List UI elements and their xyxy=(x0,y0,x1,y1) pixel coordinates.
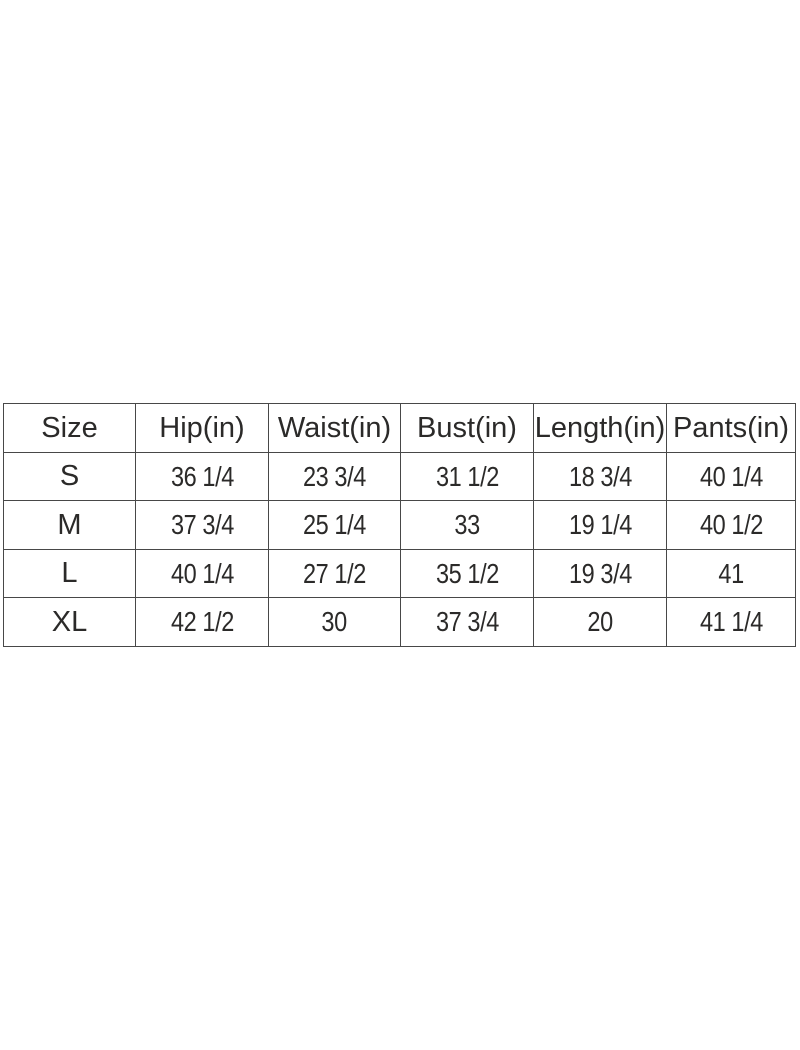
column-header-pants: Pants(in) xyxy=(666,403,796,453)
measurement-value: 30 xyxy=(321,606,348,637)
size-chart-table: Size Hip(in) Waist(in) Bust(in) Length(i… xyxy=(3,403,796,647)
measurement-cell: 31 1/2 xyxy=(400,452,534,501)
measurement-cell: 36 1/4 xyxy=(135,452,269,501)
measurement-cell: 37 3/4 xyxy=(135,500,269,550)
size-cell: L xyxy=(3,549,136,598)
column-header-waist: Waist(in) xyxy=(268,403,401,453)
measurement-value: 37 3/4 xyxy=(170,509,234,540)
measurement-value: 40 1/2 xyxy=(699,509,763,540)
column-header-length: Length(in) xyxy=(533,403,667,453)
measurement-cell: 20 xyxy=(533,597,667,647)
column-header-bust: Bust(in) xyxy=(400,403,534,453)
table-row-l: L 40 1/4 27 1/2 35 1/2 19 3/4 41 xyxy=(3,549,796,598)
measurement-cell: 27 1/2 xyxy=(268,549,401,598)
measurement-cell: 19 3/4 xyxy=(533,549,667,598)
measurement-value: 40 1/4 xyxy=(699,460,763,492)
measurement-cell: 18 3/4 xyxy=(533,452,667,501)
size-cell: M xyxy=(3,500,136,550)
measurement-value: 18 3/4 xyxy=(568,460,632,492)
measurement-value: 23 3/4 xyxy=(303,460,366,492)
measurement-value: 35 1/2 xyxy=(435,557,499,589)
column-header-hip: Hip(in) xyxy=(135,403,269,453)
measurement-cell: 25 1/4 xyxy=(268,500,401,550)
measurement-value: 42 1/2 xyxy=(170,606,234,637)
measurement-cell: 42 1/2 xyxy=(135,597,269,647)
table-row-s: S 36 1/4 23 3/4 31 1/2 18 3/4 40 1/4 xyxy=(3,452,796,501)
measurement-cell: 19 1/4 xyxy=(533,500,667,550)
measurement-value: 27 1/2 xyxy=(303,557,366,589)
measurement-cell: 40 1/4 xyxy=(135,549,269,598)
measurement-value: 20 xyxy=(587,606,613,637)
measurement-value: 33 xyxy=(454,509,480,540)
measurement-value: 19 1/4 xyxy=(568,509,632,540)
size-cell: XL xyxy=(3,597,136,647)
table-row-m: M 37 3/4 25 1/4 33 19 1/4 40 1/2 xyxy=(3,500,796,550)
measurement-value: 37 3/4 xyxy=(435,606,499,637)
measurement-value: 19 3/4 xyxy=(568,557,632,589)
measurement-cell: 41 1/4 xyxy=(666,597,796,647)
size-cell: S xyxy=(3,452,136,501)
header-row: Size Hip(in) Waist(in) Bust(in) Length(i… xyxy=(3,403,796,453)
table-row-xl: XL 42 1/2 30 37 3/4 20 41 1/4 xyxy=(3,597,796,647)
measurement-value: 25 1/4 xyxy=(303,509,366,540)
measurement-cell: 41 xyxy=(666,549,796,598)
measurement-cell: 30 xyxy=(268,597,401,647)
measurement-value: 36 1/4 xyxy=(170,460,234,492)
measurement-value: 31 1/2 xyxy=(435,460,499,492)
measurement-cell: 33 xyxy=(400,500,534,550)
measurement-cell: 23 3/4 xyxy=(268,452,401,501)
measurement-cell: 37 3/4 xyxy=(400,597,534,647)
measurement-cell: 35 1/2 xyxy=(400,549,534,598)
measurement-value: 41 1/4 xyxy=(699,606,763,637)
measurement-value: 41 xyxy=(718,557,744,589)
measurement-cell: 40 1/4 xyxy=(666,452,796,501)
measurement-value: 40 1/4 xyxy=(170,557,234,589)
column-header-size: Size xyxy=(3,403,136,453)
measurement-cell: 40 1/2 xyxy=(666,500,796,550)
